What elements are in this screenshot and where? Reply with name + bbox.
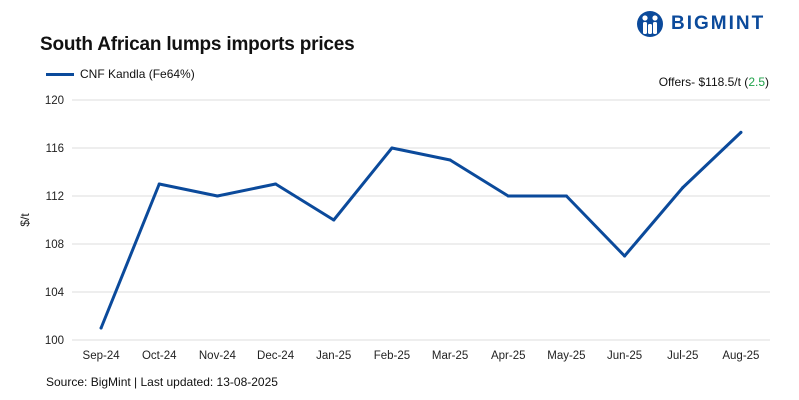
x-tick-label: Jul-25 (667, 350, 698, 362)
legend-label: CNF Kandla (Fe64%) (80, 67, 195, 81)
y-tick-label: 112 (46, 191, 64, 203)
source-note: Source: BigMint | Last updated: 13-08-20… (46, 375, 278, 389)
chart-legend: CNF Kandla (Fe64%) (46, 67, 195, 81)
offer-label: Offers- $118.5/t ( (658, 75, 749, 89)
data-point (506, 194, 510, 198)
data-point (215, 194, 219, 198)
series-line (99, 130, 743, 330)
y-tick-label: 120 (45, 95, 64, 107)
x-tick-label: May-25 (547, 350, 585, 362)
x-tick-label: Apr-25 (491, 350, 526, 362)
offer-annotation: Offers- $118.5/t (2.5) (659, 75, 769, 89)
x-tick-label: Feb-25 (374, 350, 410, 362)
x-tick-label: Jun-25 (607, 350, 642, 362)
data-point (274, 182, 278, 186)
bigmint-logo: BIGMINT (636, 9, 765, 39)
legend-swatch (46, 72, 74, 76)
x-tick-label: Dec-24 (257, 350, 295, 362)
data-point (681, 186, 685, 190)
data-point (390, 146, 394, 150)
y-tick-label: 104 (45, 287, 65, 299)
y-tick-label: 116 (46, 143, 64, 155)
offer-suffix: ) (765, 75, 769, 89)
y-axis-label: $/t (18, 213, 32, 227)
chart-title: South African lumps imports prices (40, 34, 355, 55)
data-point (623, 254, 627, 258)
data-point (448, 158, 452, 162)
x-tick-label: Mar-25 (432, 350, 468, 362)
y-tick-label: 100 (45, 335, 64, 347)
bigmint-logo-icon (637, 11, 663, 37)
x-tick-label: Aug-25 (722, 350, 759, 362)
x-tick-label: Oct-24 (142, 350, 177, 362)
offer-change: 2.5 (748, 75, 765, 89)
x-tick-label: Nov-24 (199, 350, 237, 362)
data-point (99, 326, 103, 330)
logo-text: BIGMINT (671, 13, 766, 34)
x-tick-label: Sep-24 (83, 350, 121, 362)
x-tick-label: Jan-25 (316, 350, 351, 362)
data-point (332, 218, 336, 222)
data-point (564, 194, 568, 198)
y-tick-label: 108 (45, 239, 64, 251)
data-point (739, 130, 743, 134)
data-point (157, 182, 161, 186)
